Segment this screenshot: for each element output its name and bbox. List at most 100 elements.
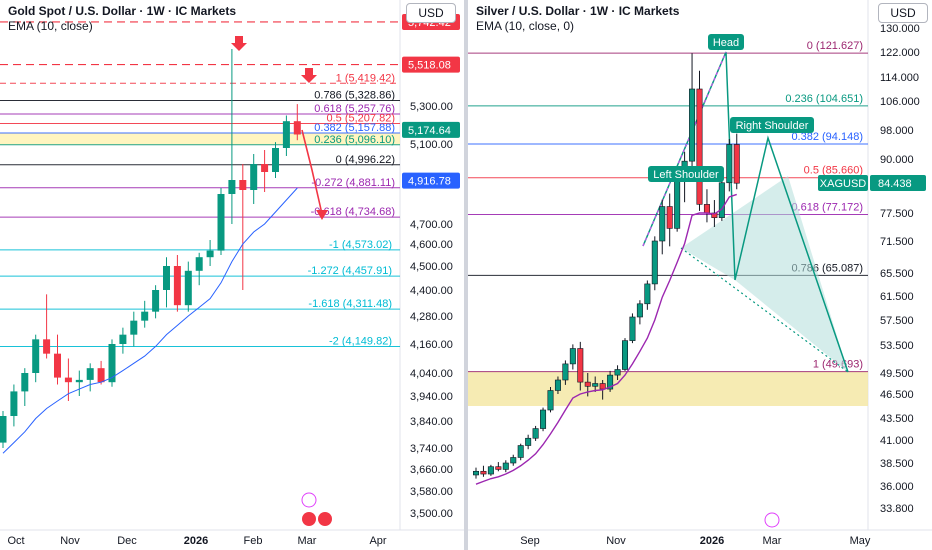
gold-candle — [272, 148, 279, 172]
gold-candle — [32, 339, 40, 373]
silver-candle — [733, 144, 740, 184]
silver-candle — [577, 348, 584, 383]
silver-candle — [547, 390, 554, 411]
silver-pattern-fill — [681, 176, 848, 372]
silver-axis-tick: 65.500 — [880, 268, 914, 280]
gold-projection-arrow — [301, 129, 323, 215]
silver-candle — [525, 437, 532, 446]
gold-chart-panel[interactable]: Gold Spot / U.S. Dollar · 1W · IC Market… — [0, 0, 464, 550]
gold-time-label: Nov — [60, 535, 80, 547]
silver-target-zone — [468, 371, 868, 406]
gold-price-tag-label: 4,916.78 — [408, 176, 451, 188]
silver-price-tag — [870, 175, 926, 192]
gold-axis-tick: 4,160.00 — [410, 339, 453, 351]
gold-axis-tick: 3,500.00 — [410, 508, 453, 520]
gold-candle — [195, 257, 203, 271]
gold-axis-tick: 3,840.00 — [410, 416, 453, 428]
gold-candle — [217, 194, 225, 251]
gold-candle — [239, 180, 247, 190]
gold-candle — [293, 121, 301, 135]
gold-sell-arrow — [231, 43, 247, 51]
gold-axis-tick: 4,500.00 — [410, 261, 453, 273]
silver-legend: Silver / U.S. Dollar · 1W · IC Markets E… — [476, 4, 679, 34]
silver-price-tag-label: 84.438 — [878, 178, 912, 190]
silver-chart-panel[interactable]: Silver / U.S. Dollar · 1W · IC Markets E… — [468, 0, 932, 550]
silver-candle — [622, 340, 629, 370]
gold-axis-tick: 3,740.00 — [410, 443, 453, 455]
gold-currency-button[interactable]: USD — [406, 3, 456, 23]
gold-price-chart[interactable]: 1 (5,419.42) 0.786 (5,328.86)0.618 (5,257… — [0, 0, 464, 550]
silver-candle — [726, 144, 733, 184]
gold-price-tag-label: 5,518.08 — [408, 60, 451, 72]
silver-time-label: Sep — [520, 535, 540, 547]
silver-currency-button[interactable]: USD — [878, 3, 928, 23]
silver-candle — [607, 374, 614, 390]
silver-trend-line — [642, 51, 727, 247]
gold-fib-label: -0.272 (4,881.11) — [311, 177, 395, 189]
silver-ema-line — [475, 193, 737, 485]
silver-axis-tick: 61.500 — [880, 291, 914, 303]
gold-projection-arrowhead — [316, 210, 328, 220]
silver-axis-tick: 114.000 — [880, 72, 919, 84]
gold-candle — [152, 290, 160, 312]
gold-axis-tick: 4,040.00 — [410, 368, 453, 380]
gold-candle — [64, 377, 72, 383]
silver-axis-tick: 106.000 — [880, 96, 920, 108]
us-flag-icon — [302, 512, 316, 526]
silver-right-shoulder-label — [730, 117, 814, 133]
gold-time-label: Oct — [7, 535, 24, 547]
silver-axis-tick: 36.000 — [880, 481, 914, 493]
silver-candle — [666, 206, 673, 229]
gold-sell-arrow — [305, 68, 313, 75]
silver-chart-title: Silver / U.S. Dollar · 1W · IC Markets — [476, 4, 680, 18]
silver-candle — [696, 88, 703, 205]
gold-fib-label: 0.618 (5,257.76) — [314, 103, 395, 115]
silver-candle — [532, 428, 539, 439]
gold-candle — [141, 311, 149, 321]
gold-axis-tick: 4,280.00 — [410, 311, 453, 323]
gold-time-label: Apr — [369, 535, 386, 547]
gold-sell-arrow — [301, 75, 317, 83]
silver-candle — [689, 88, 696, 162]
silver-candle — [584, 381, 591, 387]
gold-price-tag — [402, 172, 460, 189]
silver-candle — [540, 409, 547, 429]
gold-fib-label: -1.272 (4,457.91) — [308, 265, 392, 277]
silver-candle — [629, 316, 636, 341]
silver-axis-tick: 130.000 — [880, 23, 920, 35]
silver-candle — [562, 363, 569, 381]
silver-axis-tick: 41.000 — [880, 435, 914, 447]
gold-price-tag-label: 5,174.64 — [408, 125, 451, 137]
silver-symbol-tag — [818, 175, 868, 192]
gold-target-zone — [0, 133, 400, 145]
gold-fib-label: 0.382 (5,157.88) — [314, 122, 395, 134]
gold-chart-title: Gold Spot / U.S. Dollar · 1W · IC Market… — [8, 4, 237, 18]
silver-axis-tick: 98.000 — [880, 125, 914, 137]
gold-candle — [21, 373, 29, 392]
panel-divider[interactable] — [464, 0, 468, 550]
gold-fib-label: 0.5 (5,207.82) — [327, 113, 396, 125]
silver-candle — [495, 466, 502, 470]
silver-axis-tick: 122.000 — [880, 47, 920, 59]
silver-price-chart[interactable]: 0 (121.627) 0.236 (104.651) 0.382 (94.148)… — [468, 0, 932, 550]
silver-symbol-tag-label: XAGUSD — [820, 178, 867, 190]
gold-candle — [0, 416, 7, 443]
gold-axis-tick: 3,660.00 — [410, 464, 453, 476]
gold-candle — [43, 339, 51, 354]
silver-head-label-text: Head — [713, 37, 739, 49]
silver-time-label: Nov — [606, 535, 626, 547]
gold-indicator-label: EMA (10, close) — [8, 19, 93, 33]
gold-axis-tick: 5,300.00 — [410, 101, 453, 113]
gold-candle — [86, 368, 94, 380]
silver-axis-tick: 49.500 — [880, 368, 914, 380]
gold-fib-label: -0.618 (4,734.68) — [311, 206, 395, 218]
gold-candle — [97, 368, 105, 383]
silver-fib-label: 0.618 (77.172) — [791, 202, 863, 214]
gold-axis-tick: 3,580.00 — [410, 486, 453, 498]
gold-candle — [119, 334, 127, 344]
gold-fib-label: -2 (4,149.82) — [329, 335, 392, 347]
gold-candle — [54, 353, 61, 378]
gold-axis-tick: 4,400.00 — [410, 285, 453, 297]
lightning-icon — [764, 512, 780, 528]
silver-candle — [554, 379, 561, 391]
